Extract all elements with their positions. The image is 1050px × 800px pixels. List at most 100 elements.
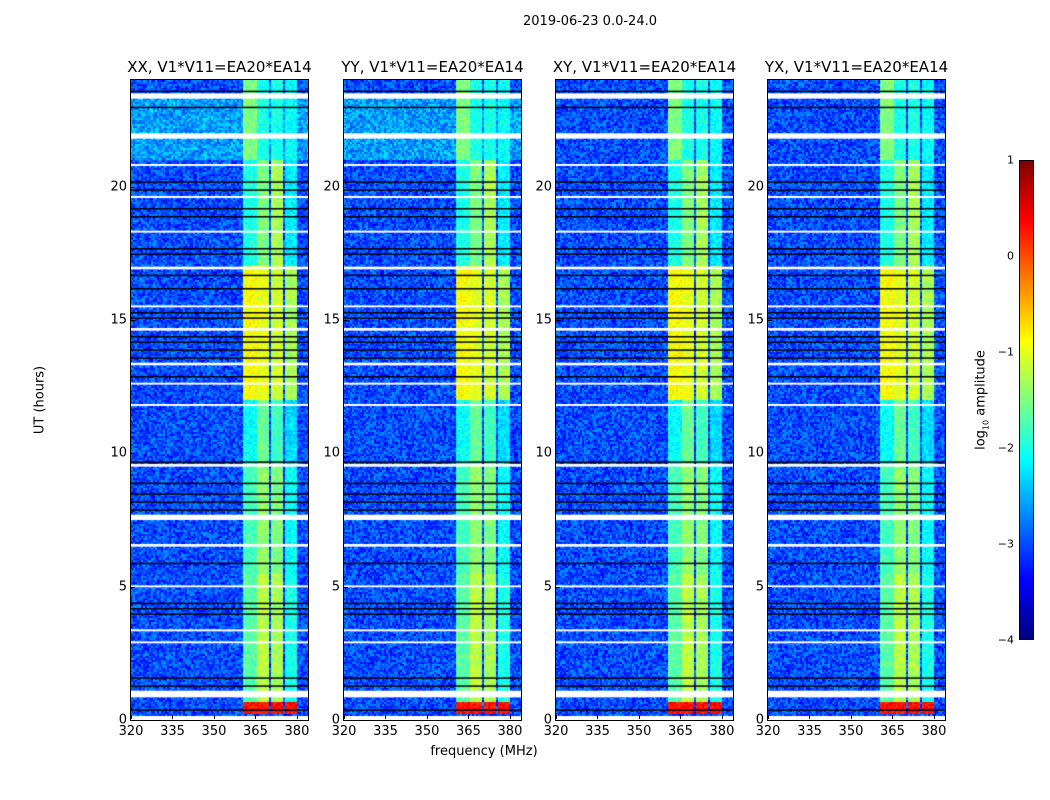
y-tick-mark <box>556 320 560 321</box>
y-tick-mark <box>131 586 135 588</box>
x-tick-mark <box>680 715 682 719</box>
x-tick-mark <box>213 715 215 719</box>
panel-3: XY, V1*V11=EA20*EA14 0 5 10 15 20 320 335 350 365… <box>535 58 736 739</box>
colorbar-tick-label: −1 <box>997 345 1014 359</box>
x-tick-label: 350 <box>201 724 227 739</box>
x-tick-mark <box>721 715 723 719</box>
panel-4: YX, V1*V11=EA20*EA14 0 5 10 15 20 320 335 350 365… <box>747 58 948 739</box>
panel-2: YY, V1*V11=EA20*EA14 0 5 10 15 20 320 335 350 365… <box>323 58 523 739</box>
colorbar-tick-label: 0 <box>1007 249 1014 263</box>
x-tick-label: 320 <box>118 724 144 739</box>
spectrogram-heatmap <box>344 80 521 720</box>
y-tick-label: 10 <box>535 445 552 461</box>
x-tick-label: 335 <box>160 724 185 739</box>
y-tick-label: 5 <box>755 579 764 595</box>
colorbar-label: log10 amplitude <box>973 350 991 450</box>
x-tick-label: 320 <box>755 724 781 739</box>
y-tick-label: 20 <box>323 179 340 195</box>
x-tick-mark <box>426 715 428 719</box>
x-tick-label: 380 <box>709 724 735 739</box>
y-tick-mark <box>556 186 560 188</box>
x-tick-mark <box>638 715 640 719</box>
x-tick-label: 350 <box>838 724 864 739</box>
y-tick-label: 20 <box>110 179 127 195</box>
y-tick-mark <box>768 586 772 588</box>
y-tick-mark <box>131 320 135 321</box>
x-tick-mark <box>809 715 811 719</box>
y-tick-mark <box>768 453 772 455</box>
x-tick-label: 380 <box>497 724 523 739</box>
x-tick-mark <box>296 715 298 719</box>
y-tick-mark <box>556 720 560 721</box>
x-tick-label: 365 <box>668 724 693 739</box>
y-tick-mark <box>344 453 348 455</box>
y-tick-label: 20 <box>747 179 764 195</box>
panel-1: XX, V1*V11=EA20*EA14 0 5 10 15 20 320 335 350 365… <box>110 58 311 739</box>
y-tick-mark <box>768 186 772 188</box>
y-tick-label: 5 <box>331 579 340 595</box>
x-tick-label: 365 <box>243 724 268 739</box>
y-tick-label: 15 <box>747 312 764 328</box>
y-tick-mark <box>344 320 348 321</box>
colorbar-tick-label: −3 <box>997 537 1014 551</box>
x-tick-mark <box>509 715 511 719</box>
y-tick-mark <box>556 453 560 455</box>
x-tick-mark <box>597 715 599 719</box>
x-tick-label: 380 <box>921 724 947 739</box>
panel-title: YX, V1*V11=EA20*EA14 <box>764 58 949 76</box>
y-tick-mark <box>131 453 135 455</box>
y-tick-label: 15 <box>323 312 340 328</box>
y-tick-mark <box>768 320 772 321</box>
panel-title: XY, V1*V11=EA20*EA14 <box>552 58 737 76</box>
x-tick-label: 365 <box>456 724 481 739</box>
x-tick-label: 380 <box>284 724 310 739</box>
spectrogram-heatmap <box>131 80 308 720</box>
panel-title: XX, V1*V11=EA20*EA14 <box>127 58 312 76</box>
y-axis-label: UT (hours) <box>32 365 48 435</box>
y-tick-label: 10 <box>323 445 340 461</box>
x-tick-mark <box>850 715 852 719</box>
x-tick-label: 365 <box>880 724 905 739</box>
x-tick-mark <box>344 715 345 719</box>
x-tick-label: 350 <box>414 724 440 739</box>
colorbar-tick-label: −2 <box>997 441 1014 455</box>
y-tick-mark <box>344 586 348 588</box>
y-tick-mark <box>131 186 135 188</box>
x-tick-label: 320 <box>543 724 569 739</box>
y-tick-mark <box>768 720 772 721</box>
x-tick-label: 350 <box>626 724 652 739</box>
x-tick-mark <box>131 715 132 719</box>
y-tick-mark <box>556 586 560 588</box>
spectrogram-heatmap <box>768 80 945 720</box>
x-tick-mark <box>768 715 769 719</box>
panel-title: YY, V1*V11=EA20*EA14 <box>341 58 524 76</box>
x-tick-mark <box>933 715 935 719</box>
x-tick-mark <box>255 715 257 719</box>
x-tick-mark <box>172 715 174 719</box>
x-tick-mark <box>892 715 894 719</box>
y-tick-label: 0 <box>755 712 764 728</box>
x-tick-label: 335 <box>797 724 822 739</box>
y-tick-label: 20 <box>535 179 552 195</box>
colorbar-tick-label: 1 <box>1007 153 1014 167</box>
spectrogram-heatmap <box>556 80 733 720</box>
x-tick-mark <box>468 715 470 719</box>
y-tick-label: 10 <box>110 445 127 461</box>
y-tick-label: 0 <box>543 712 552 728</box>
y-tick-mark <box>344 186 348 188</box>
y-tick-label: 0 <box>118 712 127 728</box>
x-tick-label: 335 <box>373 724 398 739</box>
y-tick-label: 15 <box>535 312 552 328</box>
y-tick-label: 15 <box>110 312 127 328</box>
x-tick-label: 320 <box>331 724 357 739</box>
x-tick-mark <box>385 715 387 719</box>
colorbar <box>1019 160 1034 640</box>
x-tick-label: 335 <box>585 724 610 739</box>
colorbar-tick-label: −4 <box>997 633 1014 647</box>
x-axis-label: frequency (MHz) <box>430 744 538 759</box>
y-tick-label: 0 <box>331 712 340 728</box>
y-tick-label: 10 <box>747 445 764 461</box>
y-tick-label: 5 <box>543 579 552 595</box>
x-tick-mark <box>556 715 557 719</box>
